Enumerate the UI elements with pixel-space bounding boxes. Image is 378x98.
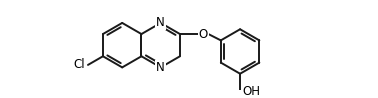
Text: Cl: Cl: [74, 58, 85, 71]
Text: O: O: [199, 28, 208, 41]
Text: N: N: [156, 61, 165, 74]
Text: OH: OH: [242, 84, 260, 98]
Text: N: N: [156, 16, 165, 29]
